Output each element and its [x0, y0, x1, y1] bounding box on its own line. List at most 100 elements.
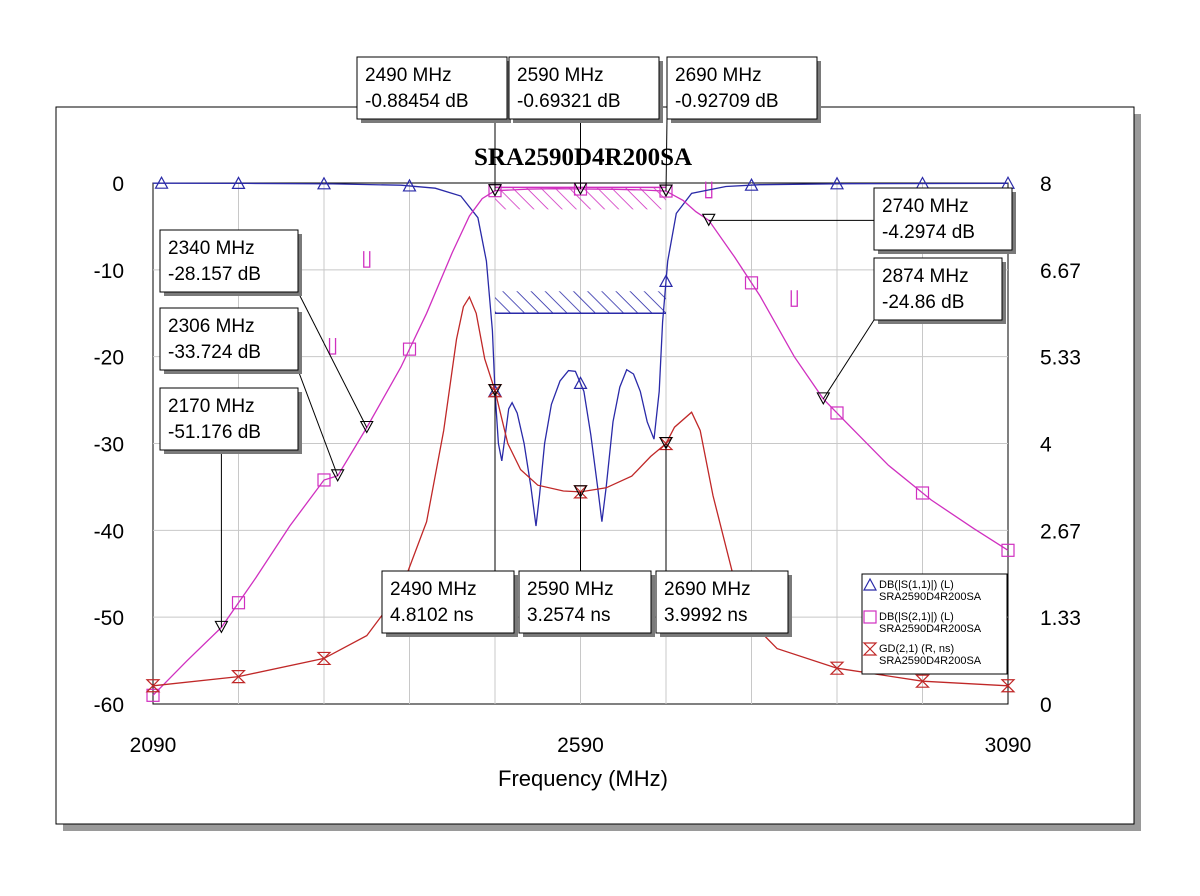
marker-leader-line	[665, 118, 668, 192]
marker-point-triangle	[573, 485, 588, 499]
marker-frequency-text: 2874 MHz	[882, 266, 969, 287]
marker-frequency-text: 2306 MHz	[168, 316, 255, 337]
data-marker-triangle	[744, 177, 759, 191]
spec-tick	[790, 290, 798, 307]
spec-tick	[328, 337, 337, 355]
marker-point-triangle	[359, 420, 374, 434]
data-marker-square	[1001, 543, 1015, 557]
y-right-tick-label: 5.33	[1040, 347, 1081, 370]
marker-box	[381, 570, 515, 634]
marker-frequency-text: 2490 MHz	[390, 579, 477, 600]
marker-leader-line	[822, 319, 875, 400]
marker-frequency-text: 2490 MHz	[365, 65, 452, 86]
legend-entry-subname: SRA2590D4R200SA	[879, 655, 982, 667]
data-marker-square	[317, 473, 331, 487]
series-group	[145, 175, 1016, 702]
data-marker-triangle	[573, 376, 588, 390]
y-left-tick-label: -60	[94, 694, 124, 717]
marker-frequency-text: 2690 MHz	[664, 579, 751, 600]
marker-frequency-text: 2170 MHz	[168, 396, 255, 417]
marker-box	[873, 187, 1013, 251]
marker-point-triangle	[701, 213, 716, 227]
marker-point-triangle	[214, 620, 229, 634]
marker-value-text: -0.88454 dB	[365, 91, 469, 112]
marker-box	[666, 56, 818, 120]
marker-point-triangle	[488, 384, 502, 397]
y-left-tick-label: -40	[94, 520, 124, 543]
data-marker-hourglass	[145, 679, 161, 693]
y-right-tick-label: 4	[1040, 434, 1052, 457]
y-right-tick-label: 6.67	[1040, 260, 1081, 283]
marker-value-text: -51.176 dB	[168, 422, 261, 443]
marker-value-text: -33.724 dB	[168, 342, 261, 363]
data-marker-triangle	[829, 176, 845, 190]
marker-frequency-text: 2740 MHz	[882, 196, 969, 217]
series-line-1	[152, 182, 1009, 527]
data-marker-hourglass	[915, 674, 930, 688]
data-marker-hourglass	[231, 670, 246, 684]
marker-point-triangle	[573, 182, 588, 196]
marker-frequency-text: 2690 MHz	[675, 65, 762, 86]
marker-point-triangle	[659, 184, 673, 198]
marker-box	[356, 56, 508, 120]
marker-box	[159, 387, 299, 451]
data-marker-triangle	[402, 178, 417, 192]
marker-frequency-text: 2590 MHz	[527, 579, 614, 600]
marker-box	[518, 570, 652, 634]
y-left-tick-label: 0	[112, 173, 124, 196]
marker-point-triangle	[816, 392, 831, 406]
data-marker-triangle	[154, 175, 169, 189]
marker-value-text: -28.157 dB	[168, 264, 261, 285]
chart-title: SRA2590D4R200SA	[474, 144, 692, 171]
spec-hatch	[495, 187, 666, 210]
data-marker-hourglass	[829, 661, 845, 675]
data-marker-square	[863, 610, 877, 624]
data-marker-square	[830, 406, 844, 420]
data-marker-square	[231, 596, 246, 610]
x-axis-label: Frequency (MHz)	[498, 766, 668, 791]
spec-tick	[363, 251, 371, 268]
data-marker-square	[744, 276, 759, 290]
marker-leader-line	[297, 369, 339, 477]
marker-box	[873, 257, 1003, 321]
y-left-tick-label: -20	[94, 347, 124, 370]
data-marker-square	[402, 342, 417, 356]
marker-box	[159, 307, 299, 371]
marker-point-triangle	[488, 184, 502, 197]
spec-hatch	[495, 291, 666, 314]
marker-leader-line	[297, 291, 368, 428]
series-line-3	[152, 295, 1009, 687]
legend-entry-name: DB(|S(2,1)|) (L)	[879, 611, 954, 623]
y-right-tick-label: 8	[1040, 173, 1052, 196]
y-left-tick-label: -10	[94, 260, 124, 283]
legend: DB(|S(1,1)|) (L) SRA2590D4R200SA DB(|S(2,1…	[861, 573, 1008, 675]
marker-box	[159, 229, 299, 293]
marker-frequency-text: 2590 MHz	[517, 65, 604, 86]
legend-box	[861, 573, 1008, 675]
y-left-tick-label: -30	[94, 434, 124, 457]
data-marker-triangle	[658, 274, 674, 288]
data-marker-hourglass	[862, 642, 878, 656]
marker-value-text: -0.69321 dB	[517, 91, 621, 112]
marker-box	[655, 570, 789, 634]
data-marker-square	[915, 486, 930, 500]
marker-point-triangle	[330, 469, 345, 482]
marker-value-text: -4.2974 dB	[882, 222, 975, 243]
x-tick-label: 2590	[557, 734, 604, 757]
spec-lines	[328, 181, 798, 355]
marker-frequency-text: 2340 MHz	[168, 238, 255, 259]
marker-value-text: 3.9992 ns	[664, 605, 747, 626]
tick-labels: 0 -10 -20 -30 -40 -50 -60 8 6.67 5.33 4 2.67 1.33 0 20…	[94, 173, 1081, 757]
series-line-2	[152, 188, 1009, 696]
data-marker-triangle	[862, 577, 878, 591]
data-marker-triangle	[316, 176, 332, 190]
marker-value-text: 4.8102 ns	[390, 605, 473, 626]
data-marker-square	[146, 688, 160, 702]
y-right-tick-label: 0	[1040, 694, 1052, 717]
marker-point-triangle	[659, 437, 673, 450]
marker-box	[508, 56, 660, 120]
data-marker-triangle	[231, 176, 246, 190]
legend-entry-name: DB(|S(1,1)|) (L)	[879, 579, 954, 591]
